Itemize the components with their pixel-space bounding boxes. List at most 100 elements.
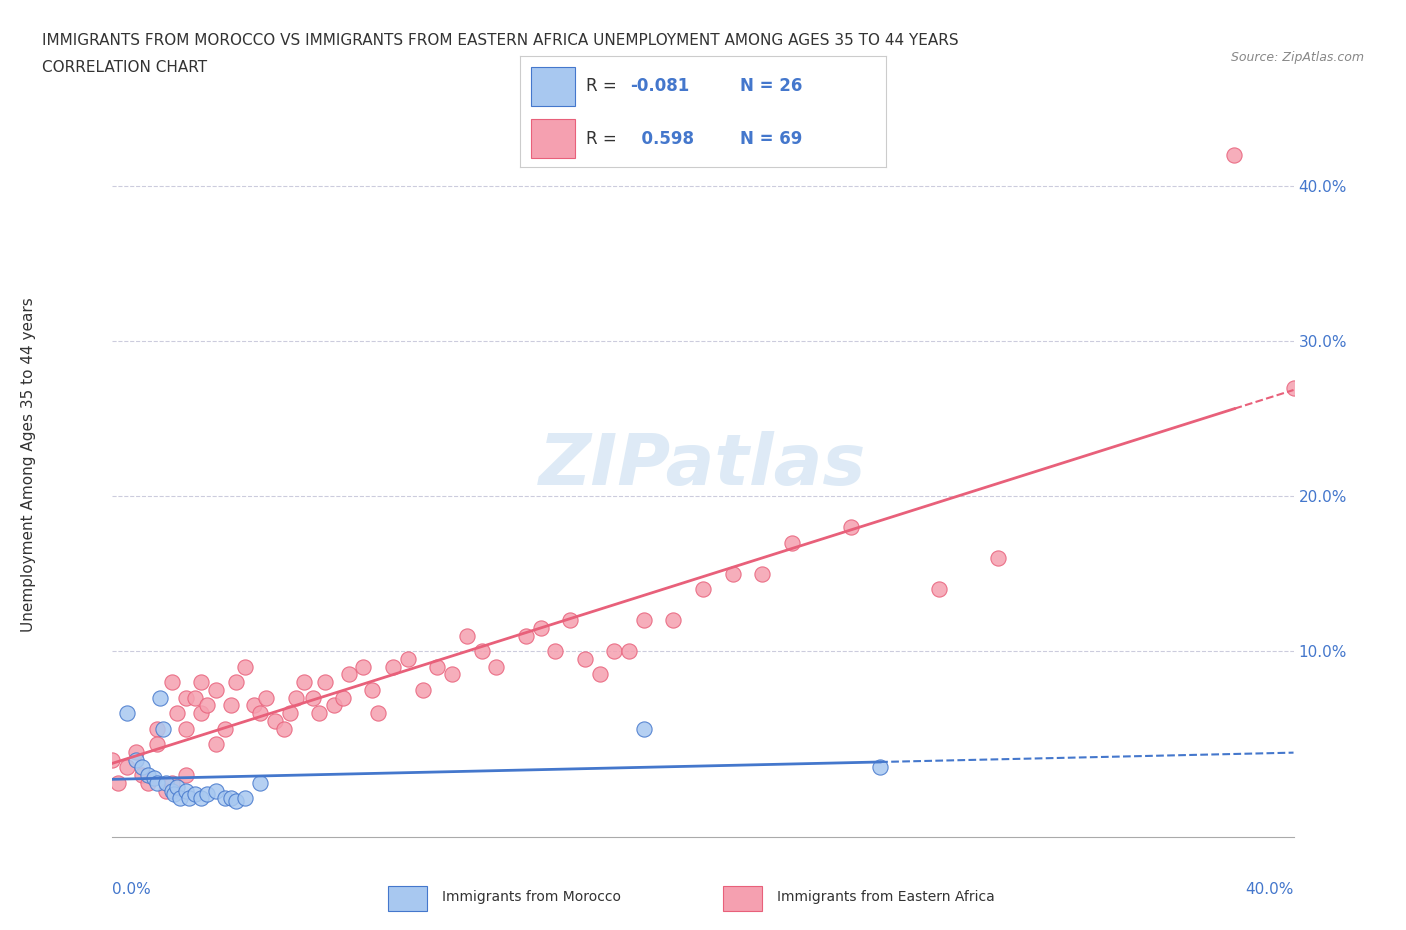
Bar	[388, 885, 427, 911]
Point	[692, 581, 714, 596]
Point	[219, 698, 242, 712]
Point	[146, 737, 169, 751]
Point	[131, 767, 153, 782]
Point	[155, 776, 177, 790]
Point	[146, 721, 169, 736]
Text: IMMIGRANTS FROM MOROCCO VS IMMIGRANTS FROM EASTERN AFRICA UNEMPLOYMENT AMONG AGE: IMMIGRANTS FROM MOROCCO VS IMMIGRANTS FR…	[42, 33, 959, 47]
Point	[174, 721, 197, 736]
Bar	[531, 119, 575, 158]
Point	[314, 674, 336, 689]
Point	[284, 690, 307, 705]
Text: 40.0%: 40.0%	[1246, 882, 1294, 897]
Point	[751, 566, 773, 581]
Point	[426, 659, 449, 674]
Text: R =: R =	[586, 130, 621, 148]
Point	[928, 581, 950, 596]
Point	[117, 760, 138, 775]
Point	[470, 644, 494, 658]
Point	[166, 780, 188, 795]
Point	[382, 659, 405, 674]
Text: Source: ZipAtlas.com: Source: ZipAtlas.com	[1230, 51, 1364, 64]
Point	[190, 790, 212, 805]
Point	[411, 683, 433, 698]
Text: Immigrants from Eastern Africa: Immigrants from Eastern Africa	[776, 890, 994, 905]
Text: Unemployment Among Ages 35 to 44 years: Unemployment Among Ages 35 to 44 years	[21, 298, 35, 632]
Point	[125, 744, 148, 759]
Point	[163, 786, 186, 801]
Point	[588, 667, 610, 682]
Point	[179, 790, 201, 805]
Point	[190, 706, 212, 721]
Point	[662, 613, 685, 628]
Point	[214, 790, 236, 805]
Point	[101, 752, 124, 767]
Point	[332, 690, 354, 705]
Point	[249, 706, 271, 721]
Point	[352, 659, 374, 674]
Bar	[531, 67, 575, 106]
Point	[323, 698, 346, 712]
Text: ZIPatlas: ZIPatlas	[540, 431, 866, 499]
Point	[558, 613, 582, 628]
Point	[273, 721, 295, 736]
Point	[225, 794, 247, 809]
Point	[184, 690, 207, 705]
Point	[219, 790, 242, 805]
Point	[184, 786, 207, 801]
Text: N = 26: N = 26	[740, 77, 801, 96]
Point	[125, 752, 148, 767]
Point	[243, 698, 266, 712]
Point	[205, 683, 228, 698]
Point	[396, 651, 419, 666]
Point	[278, 706, 301, 721]
Point	[780, 535, 803, 550]
Text: -0.081: -0.081	[630, 77, 689, 96]
Text: N = 69: N = 69	[740, 130, 801, 148]
Point	[174, 767, 197, 782]
Point	[721, 566, 744, 581]
Point	[987, 551, 1010, 565]
Point	[142, 771, 165, 786]
Point	[367, 706, 389, 721]
Point	[214, 721, 236, 736]
Point	[361, 683, 384, 698]
Text: 0.598: 0.598	[630, 130, 695, 148]
Point	[249, 776, 271, 790]
Point	[160, 783, 183, 798]
Point	[233, 790, 256, 805]
Point	[254, 690, 277, 705]
Point	[633, 721, 655, 736]
Point	[166, 706, 188, 721]
Point	[264, 713, 287, 728]
Point	[131, 760, 153, 775]
Point	[441, 667, 464, 682]
Point	[195, 786, 218, 801]
Point	[155, 783, 177, 798]
Point	[869, 760, 891, 775]
Point	[205, 737, 228, 751]
Point	[574, 651, 596, 666]
Point	[456, 628, 478, 643]
Bar	[723, 885, 762, 911]
Point	[619, 644, 641, 658]
Point	[302, 690, 325, 705]
Point	[205, 783, 228, 798]
Point	[107, 776, 129, 790]
Point	[136, 767, 159, 782]
Point	[146, 776, 169, 790]
Point	[169, 790, 191, 805]
Point	[149, 690, 172, 705]
Point	[152, 721, 174, 736]
Point	[174, 783, 197, 798]
Point	[633, 613, 655, 628]
Point	[190, 674, 212, 689]
Point	[136, 776, 159, 790]
Point	[1282, 380, 1305, 395]
Point	[603, 644, 626, 658]
Point	[160, 674, 183, 689]
Point	[1223, 148, 1246, 163]
Point	[544, 644, 567, 658]
Point	[485, 659, 508, 674]
Point	[225, 674, 247, 689]
Point	[233, 659, 256, 674]
